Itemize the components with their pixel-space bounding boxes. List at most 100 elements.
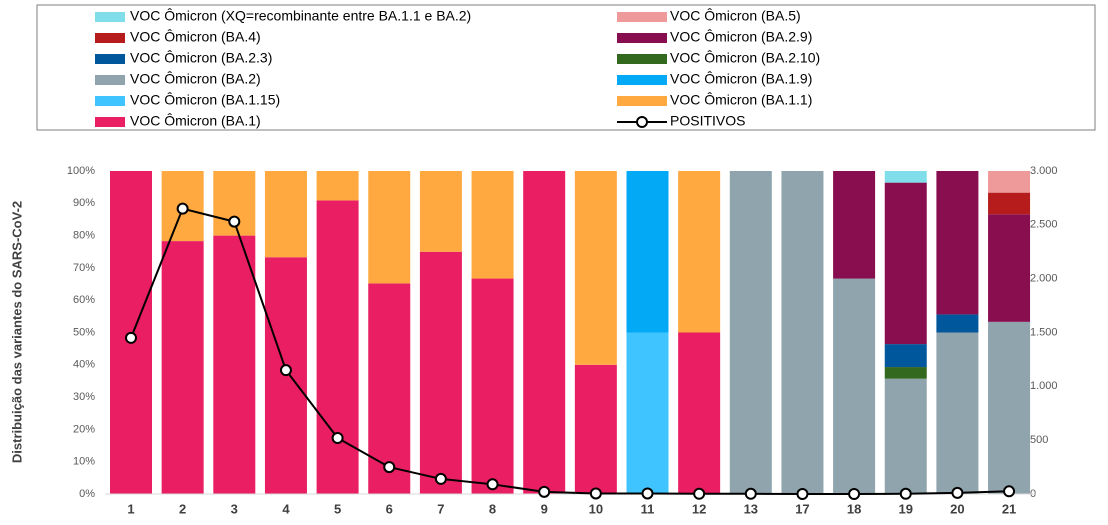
bar-segment xyxy=(936,171,979,315)
y-tick-label: 30% xyxy=(73,391,95,403)
legend-label: VOC Ômicron (BA.1.1) xyxy=(670,92,812,108)
bar-segment xyxy=(884,367,927,379)
bar-segment xyxy=(988,321,1031,494)
legend-swatch xyxy=(95,75,125,85)
bar-segment xyxy=(161,241,204,494)
line-point xyxy=(176,202,189,215)
legend-swatch xyxy=(617,12,667,22)
legend-label: VOC Ômicron (BA.2) xyxy=(130,71,261,87)
x-tick-label: 13 xyxy=(744,501,758,516)
x-tick-label: 4 xyxy=(282,501,290,516)
line-series xyxy=(130,207,1010,495)
line-point xyxy=(1003,485,1016,498)
legend-label: VOC Ômicron (BA.1.9) xyxy=(670,71,812,87)
legend-swatch xyxy=(95,54,125,64)
line-point xyxy=(744,487,757,500)
bar-segment xyxy=(626,171,669,333)
y-tick-label: 20% xyxy=(73,423,95,435)
x-tick-label: 21 xyxy=(1002,501,1016,516)
legend-swatch xyxy=(95,96,125,106)
legend-swatch xyxy=(617,96,667,106)
line-point xyxy=(434,472,447,485)
bar-segment xyxy=(884,171,927,183)
y-tick-label: 70% xyxy=(73,262,95,274)
bar-segment xyxy=(988,192,1031,215)
y-tick-label: 0% xyxy=(79,488,95,500)
bar-segment xyxy=(213,235,256,494)
bar-segment xyxy=(368,171,411,284)
x-tick-label: 8 xyxy=(489,501,496,516)
x-tick-label: 1 xyxy=(127,501,134,516)
x-tick-label: 18 xyxy=(847,501,861,516)
x-tick-label: 12 xyxy=(692,501,706,516)
x-tick-label: 5 xyxy=(334,501,341,516)
bar-segment xyxy=(574,364,617,494)
y-tick-label: 10% xyxy=(73,456,95,468)
y2-tick-label: 500 xyxy=(1030,434,1048,446)
x-tick-label: 9 xyxy=(541,501,548,516)
line-point xyxy=(641,487,654,500)
bar-segment xyxy=(471,278,514,494)
legend-swatch xyxy=(95,33,125,43)
bar-segment xyxy=(678,332,721,494)
bar-segment xyxy=(316,171,359,201)
bar-segment xyxy=(988,171,1031,193)
legend-label: VOC Ômicron (XQ=recombinante entre BA.1.… xyxy=(130,8,471,24)
line-point xyxy=(899,487,912,500)
x-tick-label: 7 xyxy=(437,501,444,516)
line-point xyxy=(693,487,706,500)
y2-tick-label: 1.500 xyxy=(1030,326,1058,338)
bar-segment xyxy=(884,344,927,368)
legend-label: VOC Ômicron (BA.2.9) xyxy=(670,29,812,45)
y2-tick-label: 2.000 xyxy=(1030,273,1058,285)
y2-tick-label: 1.000 xyxy=(1030,380,1058,392)
bar-segment xyxy=(678,171,721,333)
bar-segment xyxy=(833,171,876,279)
bar-segment xyxy=(884,378,927,494)
x-tick-label: 6 xyxy=(386,501,393,516)
bar-segment xyxy=(936,332,979,494)
bar-segment xyxy=(419,171,462,252)
line-point xyxy=(951,486,964,499)
y2-tick-label: 2.500 xyxy=(1030,219,1058,231)
y2-tick-label: 3.000 xyxy=(1030,165,1058,177)
legend-label: VOC Ômicron (BA.2.3) xyxy=(130,50,272,66)
bar-segment xyxy=(471,171,514,279)
legend-swatch xyxy=(95,12,125,22)
legend-label: VOC Ômicron (BA.5) xyxy=(670,8,801,24)
legend-swatch xyxy=(617,33,667,43)
line-point xyxy=(331,432,344,445)
y-tick-label: 50% xyxy=(73,326,95,338)
y-tick-label: 40% xyxy=(73,359,95,371)
bar-segment xyxy=(833,278,876,494)
bar-segment xyxy=(316,200,359,494)
legend-swatch xyxy=(617,54,667,64)
bar-segment xyxy=(884,182,927,345)
bar-segment xyxy=(729,171,772,494)
line-point xyxy=(848,488,861,500)
line-point xyxy=(538,485,551,498)
line-point xyxy=(486,478,499,491)
x-tick-label: 10 xyxy=(589,501,603,516)
line-point xyxy=(383,461,396,474)
legend-label: VOC Ômicron (BA.2.10) xyxy=(670,50,820,66)
y-axis-label: Distribuição das variantes do SARS-CoV-2 xyxy=(9,201,24,463)
bar-segment xyxy=(988,214,1031,322)
legend-label: VOC Ômicron (BA.1) xyxy=(130,113,261,129)
line-point xyxy=(589,487,602,500)
bar-segment xyxy=(264,171,307,258)
bar-segment xyxy=(936,314,979,333)
x-tick-label: 17 xyxy=(795,501,809,516)
line-point xyxy=(796,488,809,500)
x-tick-label: 3 xyxy=(231,501,238,516)
x-tick-label: 19 xyxy=(899,501,913,516)
x-tick-label: 20 xyxy=(950,501,964,516)
bar-segment xyxy=(781,171,824,494)
line-point xyxy=(228,215,241,228)
x-tick-label: 2 xyxy=(179,501,186,516)
legend-swatch xyxy=(617,75,667,85)
y-tick-label: 80% xyxy=(73,230,95,242)
bar-segment xyxy=(523,171,566,494)
line-point xyxy=(125,331,137,344)
legend-marker xyxy=(636,116,648,128)
